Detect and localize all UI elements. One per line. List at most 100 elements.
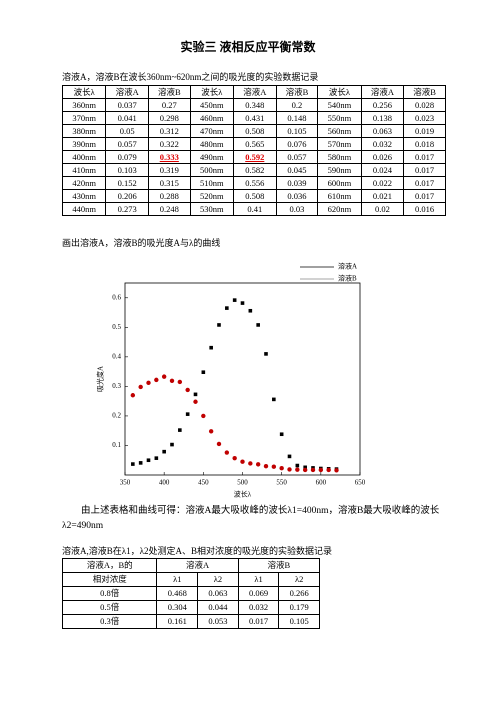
table-cell: 0.039	[275, 176, 319, 190]
table-cell: 410nm	[61, 163, 107, 177]
table-header: λ2	[197, 572, 239, 587]
table-cell: 0.3倍	[61, 614, 158, 629]
chart: 350 400 450 500 550 600 650 0.1 0.2 0.3 0.4 0.5 0.6 波…	[96, 262, 366, 499]
table-header: 波长λ	[317, 85, 362, 99]
table-cell: 420nm	[61, 176, 107, 190]
x-tick-label: 600	[316, 479, 327, 487]
data-point	[146, 458, 151, 463]
table-cell: 360nm	[61, 98, 107, 112]
legend-label: 溶液A	[338, 262, 357, 271]
data-point	[318, 467, 324, 473]
data-point	[256, 323, 260, 327]
table-cell: 0.069	[237, 586, 280, 601]
data-point	[272, 397, 276, 402]
data-point	[279, 432, 284, 437]
table-row: 370nm 0.041 0.298 460nm 0.431 0.148 550nm 0.138…	[61, 111, 446, 125]
table-cell: 430nm	[61, 189, 107, 203]
table-row: 430nm 0.206 0.288 520nm 0.508 0.036 610nm 0.021…	[61, 189, 446, 203]
table-header: 溶液A	[233, 85, 277, 99]
data-point	[138, 384, 143, 390]
data-point	[178, 428, 182, 432]
x-tick-label: 500	[237, 479, 248, 487]
data-point	[162, 449, 166, 454]
table-cell: 0.273	[105, 202, 149, 216]
data-point	[279, 466, 284, 471]
table-cell: 530nm	[189, 202, 235, 216]
table-cell: 0.018	[403, 137, 446, 151]
title: 实验三 液相反应平衡常数	[180, 40, 316, 54]
data-point	[146, 380, 151, 386]
table-cell: 380nm	[61, 124, 107, 138]
data-point	[161, 374, 167, 379]
table-cell: 0.036	[275, 189, 319, 203]
data-point	[208, 429, 214, 434]
y-tick-label: 0.1	[112, 441, 121, 449]
data-point	[240, 301, 245, 305]
table-cell: 610nm	[317, 189, 362, 203]
table-header: 溶液B	[403, 85, 446, 99]
table-caption: 溶液A，溶液B在波长360nm~620nm之间的吸光度的实验数据记录	[62, 72, 319, 82]
table-cell: 490nm	[189, 150, 235, 164]
data-point	[216, 441, 222, 447]
table-cell: 0.266	[278, 586, 320, 601]
table-cell: 470nm	[189, 124, 235, 138]
table-cell: 0.138	[360, 111, 405, 125]
table-cell: 0.348	[233, 98, 277, 112]
table-header: λ1	[156, 572, 199, 587]
paragraph: 由上述表格和曲线可得：溶液A最大吸收峰的波长λ1=400nm，溶液B最大吸收峰的…	[62, 506, 440, 531]
table-cell: 0.016	[403, 202, 446, 216]
data-point	[287, 454, 292, 459]
table-cell: 500nm	[189, 163, 235, 177]
x-tick-label: 650	[355, 479, 366, 487]
table-cell: 0.021	[360, 189, 405, 203]
y-tick-label: 0.2	[112, 412, 121, 420]
table-cell: 0.256	[360, 98, 405, 112]
table-row: 波长λ 溶液A 溶液B 波长λ 溶液A 溶液B 波长λ 溶液A 溶液B	[61, 85, 446, 99]
table-cell: 0.105	[278, 614, 320, 629]
table-caption: 溶液A,溶液B在λ1，λ2处测定A、B相对浓度的吸光度的实验数据记录	[62, 546, 332, 556]
legend-label: 溶液B	[338, 274, 357, 283]
table-cell: 0.044	[197, 600, 239, 615]
table-cell: 390nm	[61, 137, 107, 151]
table-header: 溶液A，B的	[61, 558, 158, 573]
y-tick-label: 0.3	[112, 382, 121, 390]
table-cell: 0.037	[105, 98, 149, 112]
data-point	[201, 370, 206, 375]
table-cell: 0.017	[237, 614, 280, 629]
table-cell: 0.041	[105, 111, 149, 125]
table-cell: 0.582	[233, 163, 277, 177]
data-point	[287, 467, 292, 472]
data-point	[326, 467, 331, 473]
table-cell: 0.508	[233, 124, 277, 138]
table-row: 溶液A，B的 溶液A 溶液B	[61, 558, 321, 573]
table-cell: 0.057	[105, 137, 149, 151]
table-cell: 0.288	[147, 189, 191, 203]
table-row: 0.8倍 0.468 0.063 0.069 0.266	[61, 586, 320, 601]
table-cell: 450nm	[189, 98, 235, 112]
table-cell: 0.248	[147, 202, 191, 216]
chart-caption: 画出溶液A，溶液B的吸光度A与λ的曲线	[62, 238, 221, 248]
table-cell: 0.063	[197, 586, 239, 601]
table-cell: 510nm	[189, 176, 235, 190]
table-row: 相对浓度 λ1 λ2 λ1 λ2	[61, 572, 320, 587]
table-row: 400nm 0.079 0.333 490nm 0.592 0.057 580nm 0.026…	[61, 150, 446, 164]
table-cell: 0.023	[403, 111, 446, 125]
table-cell: 0.076	[275, 137, 319, 151]
table-header: 溶液B	[147, 85, 191, 99]
data-point	[225, 306, 229, 310]
table-cell: 0.026	[360, 150, 405, 164]
table-cell: 0.27	[147, 98, 191, 112]
table-header: 相对浓度	[61, 572, 158, 587]
table-cell: 0.05	[105, 124, 149, 138]
table-cell: 0.333	[147, 150, 191, 164]
table-cell: 0.508	[233, 189, 277, 203]
data-point	[209, 345, 213, 350]
table-cell: 0.304	[156, 600, 199, 615]
table-cell: 0.03	[275, 202, 319, 216]
table-cell: 0.41	[233, 202, 277, 216]
table-cell: 570nm	[317, 137, 362, 151]
table-cell: 0.468	[156, 586, 199, 601]
x-tick-label: 550	[276, 479, 287, 487]
table-cell: 0.057	[275, 150, 319, 164]
